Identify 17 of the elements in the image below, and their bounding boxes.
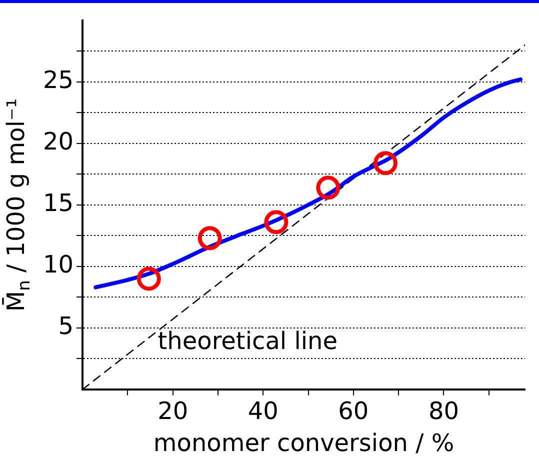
point [316,176,340,200]
x-tick-label: 60 [338,397,369,426]
y-tick-label: 25 [42,66,74,94]
y-tick-label: 10 [42,250,74,279]
y-tick-label: 15 [42,189,74,218]
series-label: theoretical line [158,326,338,355]
y-axis-title: M̄n / 1000 g mol⁻¹ [2,98,34,312]
x-axis-title: monomer conversion / % [153,428,454,457]
point [136,266,161,291]
point [198,226,222,250]
y-tick-label: 5 [58,312,74,340]
x-tick-label: 40 [248,397,278,426]
y-tick-label: 20 [42,128,74,156]
x-tick-label: 20 [158,397,188,426]
x-tick-label: 80 [428,397,460,426]
point [373,151,398,176]
point [264,210,288,234]
